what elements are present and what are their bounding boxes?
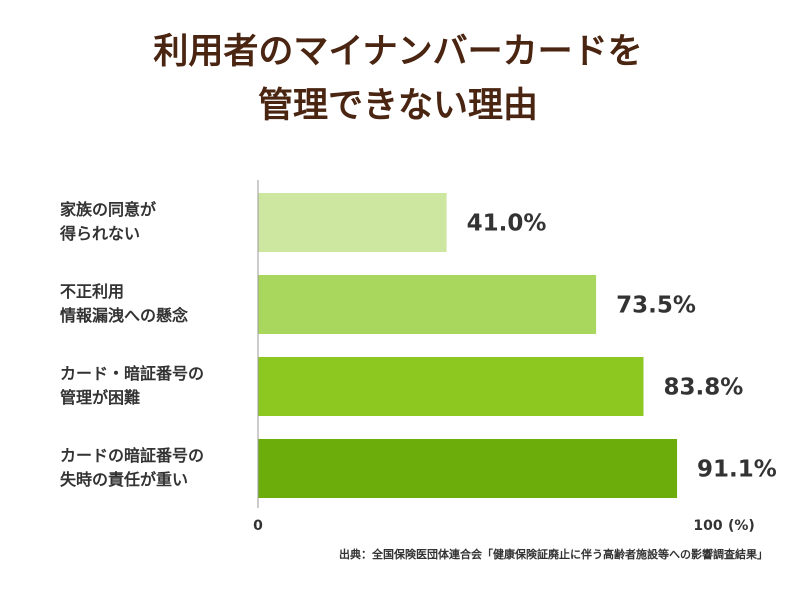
value-label-2: 73.5% [616,293,696,319]
bar-3 [258,357,644,416]
category-label-2-line-2: 情報漏洩への懸念 [60,306,189,325]
category-label-2-line-1: 不正利用 [60,282,124,301]
x-tick-label-0: 0 [253,518,263,534]
category-label-3-line-1: カード・暗証番号の [60,364,204,383]
bar-4 [258,439,678,498]
category-label-3-line-2: 管理が困難 [60,388,140,407]
category-label-1-line-2: 得られない [59,224,140,243]
value-label-1: 41.0% [467,211,547,237]
value-label-3: 83.8% [663,375,743,401]
bar-2 [258,275,597,334]
value-label-4: 91.1% [697,457,777,483]
bar-1 [258,193,447,252]
category-label-1-line-1: 家族の同意が [60,200,156,219]
chart-title-line-2: 管理できない理由 [257,86,538,126]
x-tick-label-100: 100 [693,518,722,534]
chart-title-line-1: 利用者のマイナンバーカードを [153,32,643,72]
category-label-4-line-2: 失時の責任が重い [60,470,188,489]
category-label-4-line-1: カードの暗証番号の [60,446,204,465]
source-note: 出典：全国保険医団体連合会「健康保険証廃止に伴う高齢者施設等への影響調査結果」 [339,548,768,561]
x-axis-unit: (%) [728,518,755,534]
